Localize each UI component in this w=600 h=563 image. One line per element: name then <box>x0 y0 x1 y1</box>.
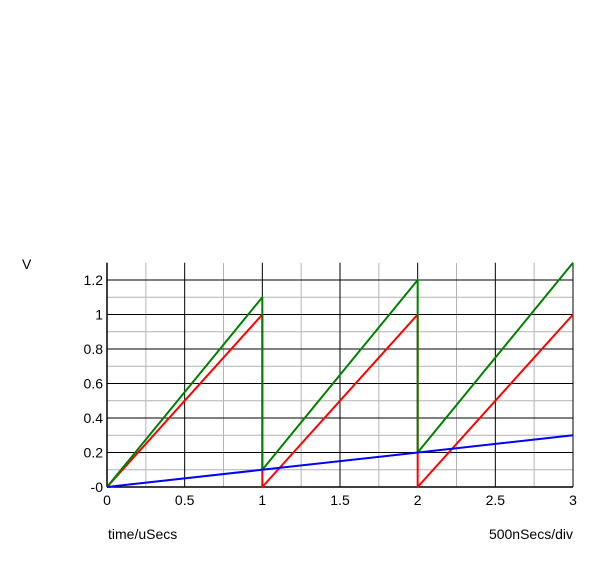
y-tick-label: -0 <box>91 479 104 495</box>
x-tick-label: 0.5 <box>175 492 195 508</box>
y-tick-label: 1 <box>95 307 103 323</box>
y-axis-label: V <box>22 256 32 272</box>
scale-note: 500nSecs/div <box>488 526 573 542</box>
x-tick-label: 0 <box>103 492 111 508</box>
x-tick-label: 1 <box>258 492 266 508</box>
series-layer <box>106 262 574 488</box>
series-line-2 <box>106 262 574 488</box>
x-axis-label: time/uSecs <box>108 526 178 542</box>
x-tick-label: 3 <box>569 492 577 508</box>
x-tick-label: 2.5 <box>486 492 506 508</box>
y-tick-label: 0.4 <box>84 410 104 426</box>
y-tick-label: 0.8 <box>84 341 104 357</box>
x-tick-label: 2 <box>414 492 422 508</box>
y-tick-label: 0.2 <box>84 445 104 461</box>
series-line-3 <box>106 434 574 488</box>
y-tick-label: 1.2 <box>84 272 104 288</box>
x-tick-label: 1.5 <box>330 492 350 508</box>
series-line-1 <box>106 313 574 488</box>
tick-labels: 0 0.5 1 1.5 2 2.5 3 -0 0.2 0.4 0.6 0.8 1 1.2 <box>84 272 578 508</box>
y-tick-label: 0.6 <box>84 376 104 392</box>
major-grid <box>106 262 574 488</box>
